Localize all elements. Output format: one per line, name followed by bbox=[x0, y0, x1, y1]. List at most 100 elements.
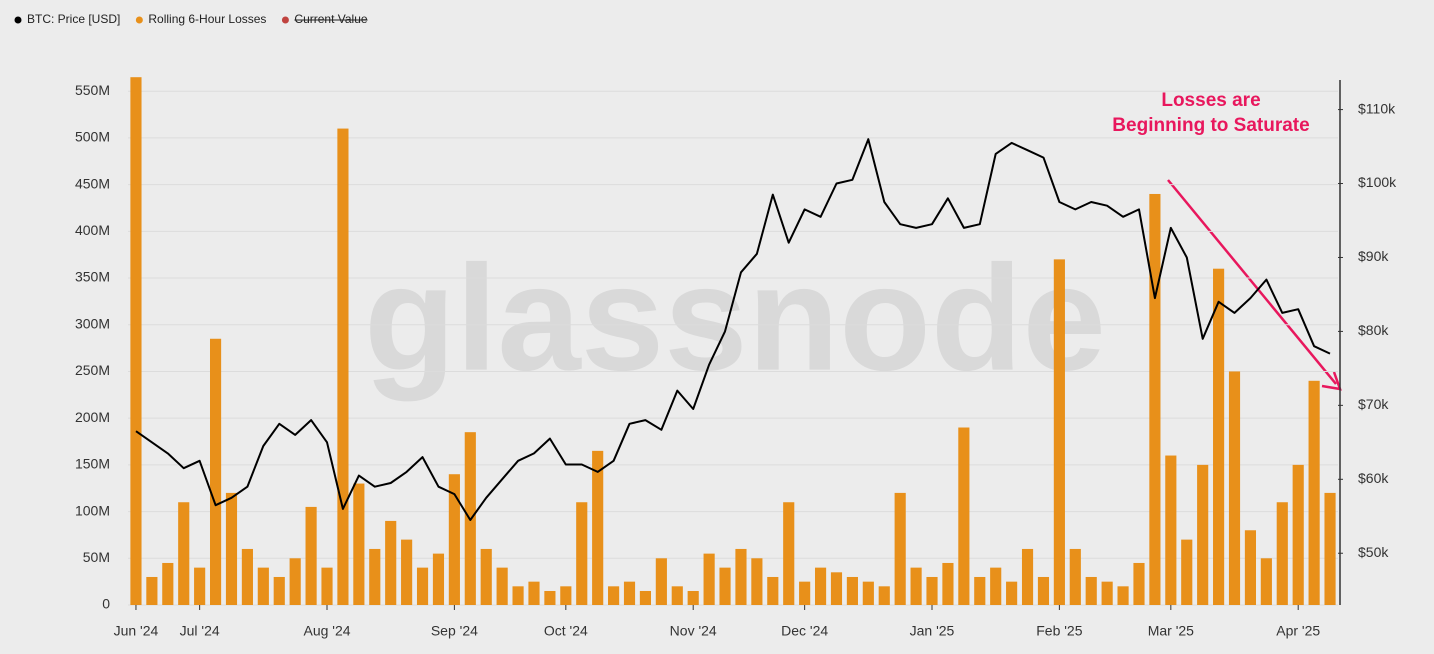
bar bbox=[703, 553, 715, 605]
bar bbox=[592, 450, 604, 605]
bar bbox=[894, 492, 906, 605]
y-tick-label: 150M bbox=[75, 456, 110, 472]
y-tick-label: 300M bbox=[75, 315, 110, 331]
bar bbox=[321, 567, 333, 605]
bar bbox=[225, 492, 238, 605]
bar bbox=[512, 586, 524, 605]
x-tick-label: Feb '25 bbox=[1036, 623, 1082, 639]
x-tick-label: Jul '24 bbox=[180, 623, 220, 639]
bar bbox=[209, 338, 222, 605]
bar bbox=[751, 558, 763, 605]
annotation: Losses are bbox=[1161, 90, 1260, 111]
legend: BTC: Price [USD] Rolling 6-Hour Losses Cur… bbox=[14, 12, 368, 26]
bar bbox=[544, 590, 556, 605]
bar bbox=[1069, 548, 1081, 605]
bar bbox=[273, 576, 285, 605]
y-tick-label: 50M bbox=[83, 549, 110, 565]
annotation-arrow bbox=[1167, 179, 1337, 385]
bar bbox=[194, 567, 206, 605]
bar bbox=[432, 553, 445, 605]
bar bbox=[735, 548, 747, 605]
bar bbox=[623, 581, 636, 605]
bar bbox=[1165, 455, 1177, 605]
bar bbox=[608, 586, 620, 605]
legend-label: BTC: Price [USD] bbox=[27, 12, 120, 26]
bar bbox=[528, 581, 540, 605]
bar bbox=[958, 427, 970, 605]
bar bbox=[289, 558, 301, 605]
bar bbox=[799, 581, 811, 605]
y-tick-label: 0 bbox=[102, 596, 110, 612]
y-tick-label: 350M bbox=[75, 269, 110, 285]
bar bbox=[846, 576, 858, 605]
y2-tick-label: $70k bbox=[1358, 396, 1389, 412]
y2-tick-label: $90k bbox=[1358, 248, 1389, 264]
bar bbox=[1228, 371, 1241, 605]
bar bbox=[1021, 548, 1034, 605]
y2-tick-label: $60k bbox=[1358, 470, 1389, 486]
y2-tick-label: $50k bbox=[1358, 544, 1389, 560]
annotation: Beginning to Saturate bbox=[1112, 115, 1309, 136]
bar bbox=[910, 567, 922, 605]
bar bbox=[990, 567, 1002, 605]
bar bbox=[416, 567, 429, 605]
bar bbox=[671, 586, 683, 605]
bar bbox=[496, 567, 508, 605]
legend-marker bbox=[135, 16, 143, 24]
legend-marker bbox=[281, 16, 289, 24]
bar bbox=[576, 502, 588, 605]
bar bbox=[1085, 576, 1097, 605]
bar bbox=[1053, 259, 1065, 605]
bar bbox=[1101, 581, 1113, 605]
bar bbox=[1260, 558, 1272, 605]
watermark: glassnode bbox=[364, 234, 1106, 402]
bar bbox=[1181, 539, 1193, 605]
bar bbox=[448, 474, 460, 605]
bar bbox=[862, 581, 874, 605]
bar bbox=[878, 586, 890, 605]
bar bbox=[814, 567, 827, 605]
bar bbox=[241, 548, 253, 605]
bar bbox=[1197, 464, 1209, 605]
bar bbox=[560, 586, 572, 605]
x-tick-label: Sep '24 bbox=[431, 623, 478, 639]
arrow-head bbox=[1321, 371, 1342, 391]
x-tick-label: Nov '24 bbox=[670, 623, 717, 639]
bar bbox=[719, 567, 731, 605]
bar bbox=[257, 567, 269, 605]
legend-label: Rolling 6-Hour Losses bbox=[148, 12, 266, 26]
y2-tick-label: $110k bbox=[1358, 100, 1396, 116]
y-tick-label: 550M bbox=[75, 82, 110, 98]
bar bbox=[926, 576, 938, 605]
bar bbox=[162, 562, 174, 605]
bar bbox=[305, 506, 317, 605]
bar bbox=[1324, 492, 1336, 605]
bar bbox=[337, 128, 349, 605]
y-tick-label: 400M bbox=[75, 222, 110, 238]
grid bbox=[128, 90, 1338, 606]
x-tick-label: Aug '24 bbox=[303, 623, 350, 639]
bar bbox=[783, 502, 795, 605]
bar bbox=[1292, 464, 1304, 605]
bar bbox=[1244, 530, 1257, 605]
x-tick-label: Mar '25 bbox=[1148, 623, 1194, 639]
bar bbox=[974, 576, 986, 605]
bar bbox=[655, 558, 667, 605]
x-tick-label: Dec '24 bbox=[781, 623, 828, 639]
bar bbox=[401, 539, 413, 605]
bar bbox=[480, 548, 492, 605]
y-tick-label: 100M bbox=[75, 502, 110, 518]
bar bbox=[1308, 380, 1320, 605]
y-tick-label: 450M bbox=[75, 175, 110, 191]
bar bbox=[146, 576, 158, 605]
bar bbox=[942, 562, 954, 605]
x-tick-label: Oct '24 bbox=[544, 623, 588, 639]
x-tick-label: Jan '25 bbox=[910, 623, 955, 639]
bar bbox=[178, 502, 190, 605]
bar bbox=[639, 590, 652, 605]
bar bbox=[369, 548, 381, 605]
bar bbox=[767, 576, 779, 605]
legend-marker bbox=[14, 16, 22, 24]
legend-label: Current Value bbox=[294, 12, 367, 26]
bar bbox=[687, 590, 699, 605]
